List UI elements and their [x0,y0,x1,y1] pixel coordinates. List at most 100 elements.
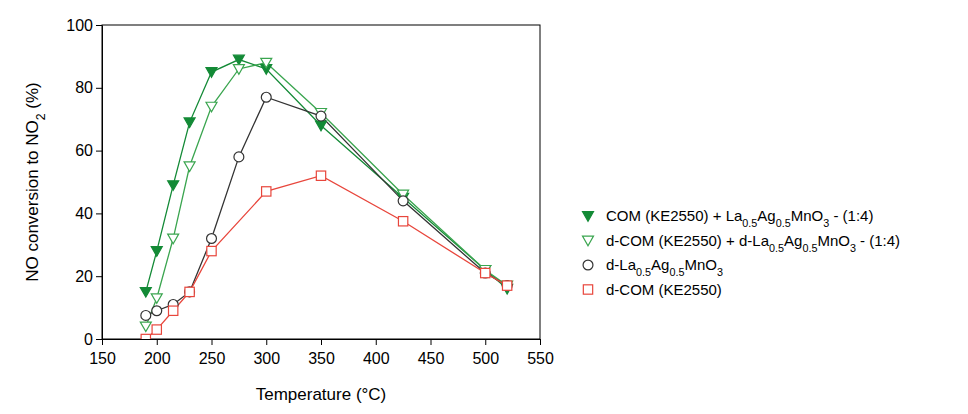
x-tick-mark [540,339,541,345]
x-tick: 200 [144,339,171,367]
x-tick-mark [321,339,322,345]
text-part: Ag [651,256,669,273]
data-point [140,322,151,332]
x-tick-mark [212,339,213,345]
x-tick-mark [485,339,486,345]
y-tick: 0 [84,331,102,348]
x-tick-label: 300 [253,350,280,367]
data-point [233,55,244,65]
series-line [146,97,507,315]
data-point [261,58,272,68]
y-tick-mark [96,339,102,340]
data-point [502,281,513,291]
y-tick: 60 [75,142,102,159]
text-part: 0.5 [669,266,684,278]
text-part: Temperature (°C) [256,385,387,404]
data-point [207,246,216,255]
y-tick-mark [96,88,102,89]
y-tick-label: 40 [75,205,93,222]
legend-marker [583,285,592,294]
legend-marker [583,212,594,222]
data-point [169,306,178,315]
legend-label: d-La0.5Ag0.5MnO3 [606,256,723,278]
legend-label: COM (KE2550) + La0.5Ag0.5MnO3 - (1:4) [606,207,873,229]
x-tick-mark [102,339,103,345]
x-axis: 150 200 250 300 350 400 450 500 550 [89,339,554,367]
text-part: 0.5 [742,217,757,229]
y-axis-title: NO conversion to NO2 (%) [23,82,48,282]
x-tick-label: 550 [527,350,554,367]
plot-area [140,55,512,339]
data-point [233,65,244,75]
legend-marker [583,260,593,270]
data-point [316,111,326,121]
text-part: (%) [23,82,42,113]
data-point [152,306,162,316]
y-tick-label: 100 [66,17,93,34]
x-tick-mark [376,339,377,345]
x-tick-label: 150 [89,350,116,367]
x-tick: 550 [527,339,554,367]
y-tick-mark [96,276,102,277]
data-point [398,196,408,206]
y-tick-label: 60 [75,142,93,159]
text-part: - (1:4) [856,232,900,249]
data-point [151,294,162,304]
x-tick: 500 [472,339,499,367]
text-part: MnO [817,232,850,249]
text-part: Ag [784,232,802,249]
x-tick-label: 200 [144,350,171,367]
data-point [168,181,179,191]
text-part: 0.5 [776,217,791,229]
data-point [316,121,327,131]
data-point [206,68,217,78]
y-axis: 0 20 40 60 80 100 [66,17,102,348]
x-tick: 300 [253,339,280,367]
x-tick: 250 [199,339,226,367]
data-point [261,92,271,102]
y-tick-label: 20 [75,268,93,285]
text-part: d-COM (KE2550) + d-La [606,232,770,249]
text-part: COM (KE2550) + La [606,207,743,224]
data-point [184,162,195,172]
data-point [141,311,151,321]
data-point [316,171,325,180]
x-tick: 150 [89,339,116,367]
x-tick: 350 [308,339,335,367]
y-tick-mark [96,151,102,152]
data-point [234,152,244,162]
chart: 150 200 250 300 350 400 450 500 550 0 20 40 60 80 100 T… [0,0,968,414]
text-part: MnO [684,256,717,273]
text-part: MnO [791,207,824,224]
y-tick-mark [96,213,102,214]
data-point [262,187,271,196]
x-tick: 400 [363,339,390,367]
legend: COM (KE2550) + La0.5Ag0.5MnO3 - (1:4)d-C… [583,207,901,298]
text-part: - (1:4) [829,207,873,224]
text-part: d-La [606,256,637,273]
data-point [398,217,407,226]
x-tick-label: 500 [472,350,499,367]
text-part: 0.5 [636,266,651,278]
data-point [152,325,161,334]
data-point [168,234,179,244]
y-tick-label: 0 [84,331,93,348]
data-point [185,287,195,297]
x-tick: 450 [418,339,445,367]
data-point [502,281,512,291]
y-tick-mark [96,25,102,26]
x-tick-label: 450 [418,350,445,367]
text-part: 0.5 [802,242,817,254]
text-part: NO conversion to NO [23,120,42,282]
x-axis-title: Temperature (°C) [256,385,387,404]
series-line [146,60,507,292]
legend-label: d-COM (KE2550) + d-La0.5Ag0.5MnO3 - (1:4… [606,232,900,254]
data-point [140,288,151,298]
data-point [185,287,194,296]
text-part: 3 [717,266,723,278]
y-tick: 40 [75,205,102,222]
y-tick: 80 [75,79,102,96]
data-point [206,102,217,112]
y-axis-line [102,26,103,340]
text-part: d-COM (KE2550) [606,281,722,298]
